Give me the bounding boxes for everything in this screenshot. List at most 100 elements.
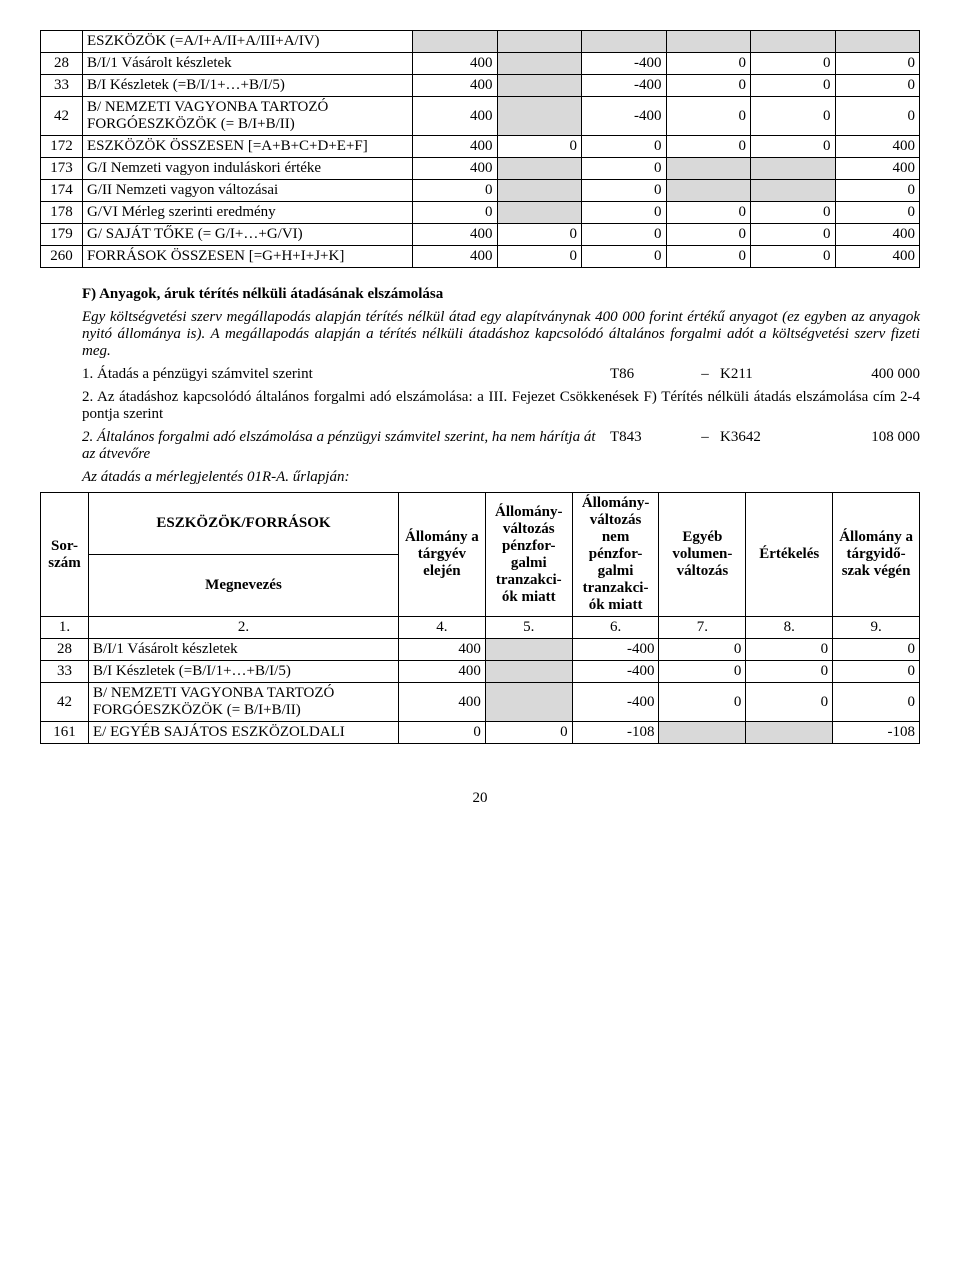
page-number: 20 [40,790,920,807]
cell: 0 [497,224,582,246]
line1-dash: – [690,366,720,383]
table-row: 260FORRÁSOK ÖSSZESEN [=G+H+I+J+K]4000000… [41,246,920,268]
cell: -400 [572,683,659,722]
cell: 0 [399,722,486,744]
table-row: 42B/ NEMZETI VAGYONBA TARTOZÓ FORGÓESZKÖ… [41,683,920,722]
cell: 33 [41,661,89,683]
cell [666,180,751,202]
line2-t: T843 [610,429,690,463]
cell [485,639,572,661]
cell: 28 [41,53,83,75]
cell: 0 [746,683,833,722]
t2-n1: 1. [41,617,89,639]
cell [41,31,83,53]
t2-n6: 6. [572,617,659,639]
table-row: 161E/ EGYÉB SAJÁTOS ESZKÖZOLDALI00-108-1… [41,722,920,744]
cell: 179 [41,224,83,246]
cell: 0 [835,202,920,224]
table-row: 28B/I/1 Vásárolt készletek400-400000 [41,639,920,661]
accounting-line-1: 1. Átadás a pénzügyi számvitel szerint T… [82,366,920,383]
line2-k: K3642 [720,429,810,463]
cell: 0 [582,136,667,158]
t2-n4: 4. [399,617,486,639]
assets-table-2: Sor-szám ESZKÖZÖK/FORRÁSOK Állomány a tá… [40,492,920,744]
t2-hdr-c8: Értékelés [746,493,833,617]
cell: E/ EGYÉB SAJÁTOS ESZKÖZOLDALI [89,722,399,744]
cell: 0 [751,53,836,75]
cell: 400 [835,224,920,246]
cell: 178 [41,202,83,224]
accounting-line-2: 2. Általános forgalmi adó elszámolása a … [82,429,920,463]
assets-table-1: ESZKÖZÖK (=A/I+A/II+A/III+A/IV)28B/I/1 V… [40,30,920,268]
cell: -400 [582,75,667,97]
cell: 0 [666,224,751,246]
cell: -108 [833,722,920,744]
table-row: 42B/ NEMZETI VAGYONBA TARTOZÓ FORGÓESZKÖ… [41,97,920,136]
table-row: 178G/VI Mérleg szerinti eredmény00000 [41,202,920,224]
cell: B/I/1 Vásárolt készletek [89,639,399,661]
cell [497,180,582,202]
cell: -108 [572,722,659,744]
cell [666,31,751,53]
cell [497,97,582,136]
cell: 0 [413,180,498,202]
line1-text: Átadás a pénzügyi számvitel szerint [97,366,313,382]
cell: -400 [572,639,659,661]
cell: 0 [746,639,833,661]
cell: G/ SAJÁT TŐKE (= G/I+…+G/VI) [83,224,413,246]
cell: 400 [413,246,498,268]
cell: 0 [659,639,746,661]
cell: G/II Nemzeti vagyon változásai [83,180,413,202]
cell: 400 [399,661,486,683]
cell [746,722,833,744]
section-f-heading: F) Anyagok, áruk térítés nélküli átadásá… [82,286,920,303]
cell: -400 [572,661,659,683]
cell: 0 [666,136,751,158]
cell: 0 [659,683,746,722]
cell: 0 [659,661,746,683]
line1-num: 1. [82,366,93,382]
cell: G/VI Mérleg szerinti eredmény [83,202,413,224]
cell: 0 [666,202,751,224]
cell: 400 [413,224,498,246]
t2-n8: 8. [746,617,833,639]
t2-hdr-c5: Állomány-változás pénzfor-galmi tranzakc… [485,493,572,617]
cell: 0 [582,180,667,202]
cell [666,158,751,180]
line2-text: 2. Általános forgalmi adó elszámolása a … [82,429,610,463]
cell: 0 [833,683,920,722]
line2-amt: 108 000 [810,429,920,463]
cell: 400 [835,246,920,268]
cell: 42 [41,97,83,136]
cell: 0 [751,97,836,136]
cell: 0 [751,224,836,246]
cell: 0 [746,661,833,683]
t2-hdr-meg: Megnevezés [89,555,399,617]
table-row: 172ESZKÖZÖK ÖSSZESEN [=A+B+C+D+E+F]40000… [41,136,920,158]
cell: 172 [41,136,83,158]
section-f-para1: Egy költségvetési szerv megállapodás ala… [82,309,920,360]
t2-hdr-ef: ESZKÖZÖK/FORRÁSOK [89,493,399,555]
cell: 0 [833,661,920,683]
line1-k: K211 [720,366,810,383]
cell: 0 [833,639,920,661]
t2-n9: 9. [833,617,920,639]
table-row: 28B/I/1 Vásárolt készletek400-400000 [41,53,920,75]
table-row: 33B/I Készletek (=B/I/1+…+B/I/5)400-4000… [41,661,920,683]
cell: 400 [413,75,498,97]
cell [582,31,667,53]
cell: 0 [582,202,667,224]
table-row: 173G/I Nemzeti vagyon induláskori értéke… [41,158,920,180]
cell: 0 [835,75,920,97]
t2-n2: 2. [89,617,399,639]
cell: 42 [41,683,89,722]
cell: B/I/1 Vásárolt készletek [83,53,413,75]
line2-dash: – [690,429,720,463]
cell: 0 [582,224,667,246]
cell [659,722,746,744]
cell: 173 [41,158,83,180]
cell: 174 [41,180,83,202]
cell: B/ NEMZETI VAGYONBA TARTOZÓ FORGÓESZKÖZÖ… [83,97,413,136]
cell: ESZKÖZÖK ÖSSZESEN [=A+B+C+D+E+F] [83,136,413,158]
t2-hdr-c6: Állomány-változás nem pénzfor-galmi tran… [572,493,659,617]
